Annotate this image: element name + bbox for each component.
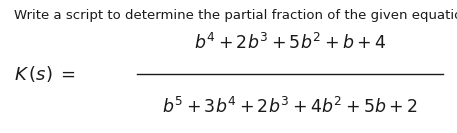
Text: $b^5+3b^4+2b^3+4b^2+5b+2$: $b^5+3b^4+2b^3+4b^2+5b+2$	[162, 97, 418, 117]
Text: $b^4+2b^3+5b^2+b+4$: $b^4+2b^3+5b^2+b+4$	[194, 33, 386, 53]
Text: Write a script to determine the partial fraction of the given equation:: Write a script to determine the partial …	[14, 9, 457, 22]
Text: $K\,(s)\;=$: $K\,(s)\;=$	[14, 64, 75, 84]
